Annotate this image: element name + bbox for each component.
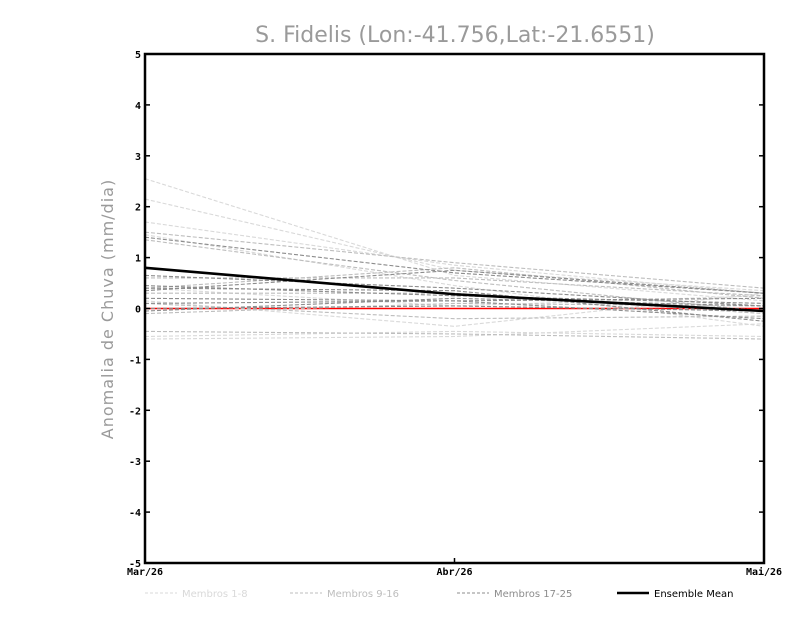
series-line-m13	[145, 277, 765, 297]
x-tick-label: Mai/26	[746, 566, 782, 578]
series-line-m8	[144, 323, 765, 340]
y-tick-label: 1	[135, 254, 141, 265]
series-line-m17	[144, 236, 765, 294]
series-line-m25	[144, 285, 765, 304]
legend-label: Membros 1-8	[182, 589, 248, 600]
series-line-m19	[144, 269, 765, 294]
series-line-m15	[144, 302, 765, 320]
y-tick-label: 5	[135, 50, 141, 61]
series-line-m24	[144, 300, 765, 320]
series-line-m1	[144, 178, 765, 302]
series-line-m5	[144, 330, 765, 338]
y-axis-label: Anomalia de Chuva (mm/dia)	[98, 179, 117, 439]
series-line-m7	[144, 234, 765, 327]
y-tick-label: -3	[129, 457, 141, 468]
y-tick-label: 3	[135, 152, 141, 163]
chart-title: S. Fidelis (Lon:-41.756,Lat:-21.6551)	[255, 23, 655, 48]
legend-label: Membros 17-25	[494, 589, 572, 600]
series-line-m22	[144, 305, 765, 312]
x-tick-label: Abr/26	[436, 567, 472, 578]
y-tick-label: -1	[129, 355, 141, 366]
y-tick-label: -5	[129, 559, 141, 570]
series-line-m3	[144, 221, 765, 294]
series-line-m23	[144, 274, 765, 307]
series-line-m20	[144, 297, 765, 312]
y-tick-label: -4	[129, 508, 141, 519]
x-tick-label: Mar/26	[127, 567, 163, 578]
series-line-m9	[144, 231, 765, 289]
legend-label: Membros 9-16	[327, 589, 399, 600]
series-line-m16	[144, 330, 765, 340]
y-tick-label: 0	[135, 305, 141, 316]
y-tick-label: -2	[129, 406, 141, 417]
y-tick-label: 2	[135, 203, 141, 214]
series-line-m10	[144, 267, 765, 299]
series-line-ensemble-mean	[144, 266, 765, 313]
legend-label: Ensemble Mean	[654, 589, 733, 600]
y-tick-label: 4	[135, 101, 141, 112]
series-line-m6	[144, 287, 765, 307]
